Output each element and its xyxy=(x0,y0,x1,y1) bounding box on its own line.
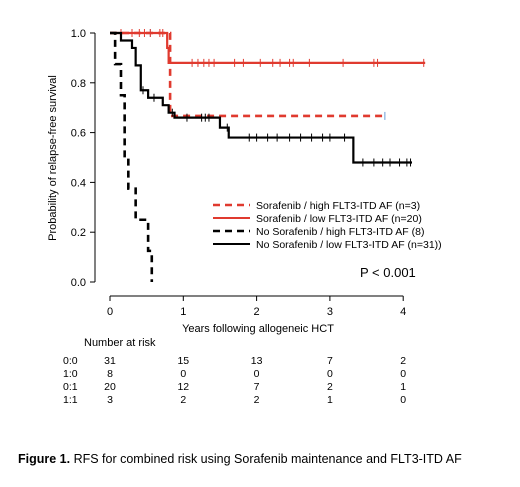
risk-count: 8 xyxy=(107,368,113,380)
y-tick-label: 0.0 xyxy=(71,277,86,289)
risk-count: 0 xyxy=(180,368,186,380)
risk-count: 13 xyxy=(251,355,263,367)
risk-count: 2 xyxy=(180,394,186,406)
y-tick-label: 0.6 xyxy=(71,128,86,140)
x-axis-label: Years following allogeneic HCT xyxy=(182,323,334,335)
risk-row-label: 1:0 xyxy=(63,368,78,380)
curve-series-3 xyxy=(110,31,154,282)
risk-row-label: 1:1 xyxy=(63,394,78,406)
risk-count: 12 xyxy=(177,381,189,393)
p-value-annotation: P < 0.001 xyxy=(360,265,416,280)
curve-series-2 xyxy=(110,31,426,64)
risk-count: 2 xyxy=(254,394,260,406)
risk-count: 15 xyxy=(177,355,189,367)
survival-curves xyxy=(110,29,426,282)
caption-label: Figure 1. xyxy=(18,452,71,466)
curve-series-1 xyxy=(110,31,385,118)
x-tick-label: 4 xyxy=(400,306,406,318)
curve-series-4 xyxy=(110,31,412,164)
risk-row-label: 0:1 xyxy=(63,381,78,393)
y-tick-label: 0.4 xyxy=(71,177,86,189)
risk-count: 2 xyxy=(327,381,333,393)
risk-count: 3 xyxy=(107,394,113,406)
risk-table: 0:0 31 15 13 7 21:0 8 0 0 0 00:1 20 12 7 2 11:1 3 2 2 1 0 xyxy=(63,355,406,406)
risk-count: 7 xyxy=(327,355,333,367)
legend: Sorafenib / high FLT3-ITD AF (n=3)Sorafe… xyxy=(213,200,442,251)
risk-count: 0 xyxy=(327,368,333,380)
risk-row-label: 0:0 xyxy=(63,355,78,367)
legend-label: No Sorafenib / low FLT3-ITD AF (n=31)) xyxy=(256,239,442,251)
risk-count: 0 xyxy=(400,394,406,406)
y-tick-label: 0.8 xyxy=(71,78,86,90)
x-tick-label: 2 xyxy=(254,306,260,318)
risk-count: 0 xyxy=(254,368,260,380)
x-tick-label: 0 xyxy=(107,306,113,318)
risk-count: 7 xyxy=(254,381,260,393)
figure-caption: Figure 1. RFS for combined risk using So… xyxy=(18,452,518,466)
y-axis-label: Probability of relapse-free survival xyxy=(47,75,59,241)
caption-text: RFS for combined risk using Sorafenib ma… xyxy=(70,452,462,466)
risk-count: 2 xyxy=(400,355,406,367)
risk-count: 1 xyxy=(400,381,406,393)
x-tick-label: 3 xyxy=(327,306,333,318)
legend-label: Sorafenib / low FLT3-ITD AF (n=20) xyxy=(256,213,422,225)
risk-count: 1 xyxy=(327,394,333,406)
axes: 0 1 2 3 4 0.0 0.2 0.4 0.6 0.8 1.0 xyxy=(71,28,407,318)
risk-count: 31 xyxy=(104,355,116,367)
y-tick-label: 1.0 xyxy=(71,28,86,40)
legend-label: No Sorafenib / high FLT3-ITD AF (8) xyxy=(256,226,424,238)
risk-count: 20 xyxy=(104,381,116,393)
risk-table-title: Number at risk xyxy=(84,337,156,349)
x-tick-label: 1 xyxy=(180,306,186,318)
legend-label: Sorafenib / high FLT3-ITD AF (n=3) xyxy=(256,200,420,212)
y-tick-label: 0.2 xyxy=(71,227,86,239)
risk-count: 0 xyxy=(400,368,406,380)
